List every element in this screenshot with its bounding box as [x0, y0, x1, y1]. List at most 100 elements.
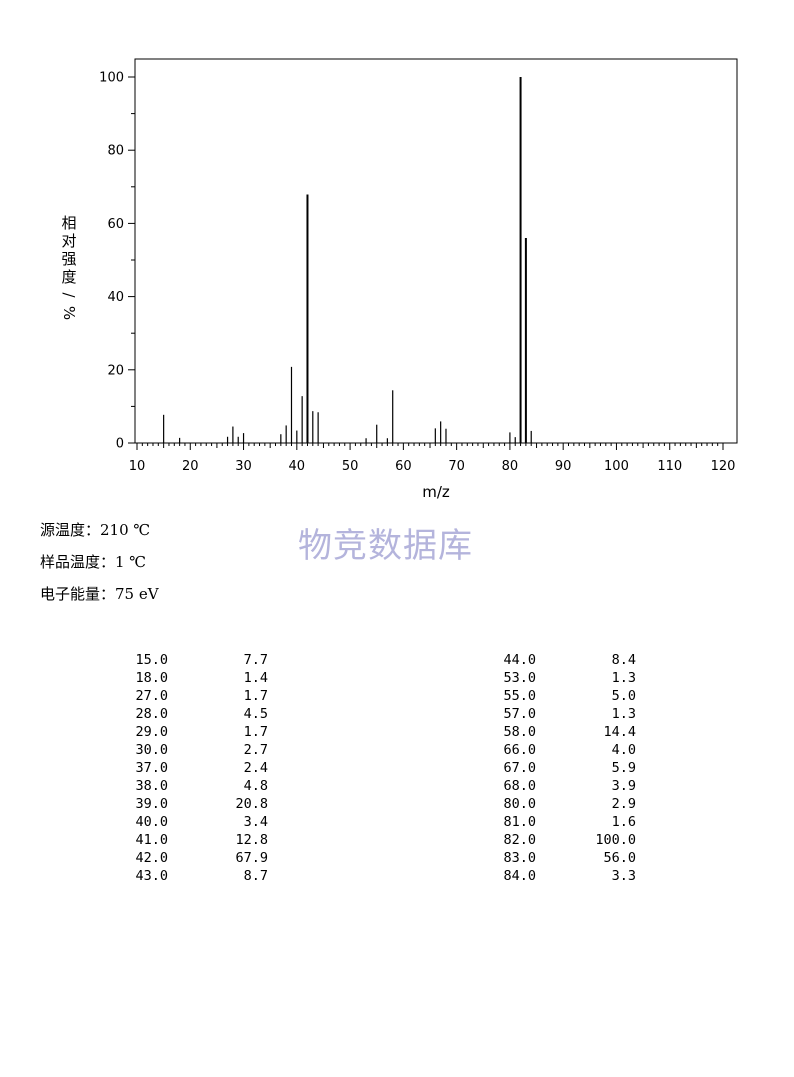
plot-frame — [134, 58, 738, 444]
x-axis-label: m/z — [422, 483, 450, 501]
peak-mz: 27.0 — [135, 688, 168, 704]
peak-mz: 68.0 — [503, 778, 536, 794]
peak-row: 66.0 4.0 — [486, 741, 636, 759]
peak-row: 82.0 100.0 — [486, 831, 636, 849]
peak-mz: 37.0 — [135, 760, 168, 776]
peak-intensity: 1.6 — [611, 814, 636, 830]
sample-temperature: 样品温度：1 ℃ — [40, 553, 147, 571]
peak-mz: 43.0 — [135, 868, 168, 884]
peak-intensity: 8.4 — [611, 652, 636, 668]
peak-mz: 81.0 — [503, 814, 536, 830]
peak-mz: 84.0 — [503, 868, 536, 884]
x-tick-label: 60 — [395, 459, 412, 474]
peak-intensity: 2.4 — [243, 760, 268, 776]
x-tick-label: 50 — [342, 459, 359, 474]
y-axis-label-char: 度 — [61, 268, 76, 286]
peak-row: 81.0 1.6 — [486, 813, 636, 831]
peak-row: 38.0 4.8 — [118, 777, 268, 795]
peak-intensity: 56.0 — [603, 850, 636, 866]
peak-mz: 55.0 — [503, 688, 536, 704]
peak-row: 55.0 5.0 — [486, 687, 636, 705]
y-tick-label: 20 — [107, 363, 124, 378]
peak-row: 44.0 8.4 — [486, 651, 636, 669]
peak-mz: 57.0 — [503, 706, 536, 722]
x-tick-label: 120 — [711, 459, 736, 474]
peak-intensity: 1.7 — [243, 724, 268, 740]
x-tick-label: 90 — [555, 459, 572, 474]
peak-row: 68.0 3.9 — [486, 777, 636, 795]
peak-mz: 18.0 — [135, 670, 168, 686]
x-tick-label: 70 — [448, 459, 465, 474]
peak-intensity: 20.8 — [235, 796, 268, 812]
peak-row: 83.0 56.0 — [486, 849, 636, 867]
peak-mz: 42.0 — [135, 850, 168, 866]
peak-mz: 40.0 — [135, 814, 168, 830]
spectrum-bars — [163, 77, 532, 443]
peak-row: 39.0 20.8 — [118, 795, 268, 813]
x-tick-label: 100 — [604, 459, 629, 474]
peak-mz: 58.0 — [503, 724, 536, 740]
x-tick-label: 30 — [235, 459, 252, 474]
y-tick-label: 60 — [107, 217, 124, 232]
y-tick-label: 100 — [99, 71, 124, 86]
peak-row: 15.0 7.7 — [118, 651, 268, 669]
x-tick-label: 10 — [129, 459, 146, 474]
peak-mz: 66.0 — [503, 742, 536, 758]
peak-row: 84.0 3.3 — [486, 867, 636, 885]
y-tick-label: 40 — [107, 290, 124, 305]
y-axis-ticks: 0 20 40 60 80 100 — [99, 71, 135, 452]
x-tick-label: 40 — [289, 459, 306, 474]
y-tick-label: 0 — [116, 437, 124, 452]
y-axis-label-char: 强 — [61, 250, 76, 268]
peak-intensity: 1.3 — [611, 706, 636, 722]
x-tick-label: 20 — [182, 459, 199, 474]
peak-intensity: 14.4 — [603, 724, 636, 740]
peak-row: 80.0 2.9 — [486, 795, 636, 813]
peak-mz: 28.0 — [135, 706, 168, 722]
peak-mz: 53.0 — [503, 670, 536, 686]
peak-row: 67.0 5.9 — [486, 759, 636, 777]
peak-mz: 83.0 — [503, 850, 536, 866]
peak-intensity: 7.7 — [243, 652, 268, 668]
x-axis-ticks: 10 20 30 40 50 60 70 80 90 100 110 120 — [129, 443, 736, 474]
peak-row: 27.0 1.7 — [118, 687, 268, 705]
peak-mz: 67.0 — [503, 760, 536, 776]
peak-intensity: 5.9 — [611, 760, 636, 776]
peak-row: 58.0 14.4 — [486, 723, 636, 741]
peak-intensity: 12.8 — [235, 832, 268, 848]
peak-intensity: 2.9 — [611, 796, 636, 812]
peak-row: 29.0 1.7 — [118, 723, 268, 741]
peak-mz: 82.0 — [503, 832, 536, 848]
x-tick-label: 110 — [657, 459, 682, 474]
electron-energy: 电子能量：75 eV — [40, 585, 159, 603]
peak-row: 40.0 3.4 — [118, 813, 268, 831]
peak-mz: 38.0 — [135, 778, 168, 794]
peak-row: 42.0 67.9 — [118, 849, 268, 867]
x-tick-label: 80 — [502, 459, 519, 474]
peak-intensity: 4.0 — [611, 742, 636, 758]
peak-mz: 30.0 — [135, 742, 168, 758]
peak-row: 18.0 1.4 — [118, 669, 268, 687]
y-axis-label-char: % — [60, 306, 78, 320]
source-temperature: 源温度：210 ℃ — [40, 521, 151, 539]
peak-row: 30.0 2.7 — [118, 741, 268, 759]
peak-intensity: 100.0 — [595, 832, 636, 848]
peak-mz: 15.0 — [135, 652, 168, 668]
peak-intensity: 3.9 — [611, 778, 636, 794]
peak-intensity: 1.3 — [611, 670, 636, 686]
peak-table-left: 15.0 7.7 18.0 1.4 27.0 1.7 28.0 4.5 29.0 1.7 30.0 2… — [118, 651, 268, 885]
y-axis-label-char: / — [60, 292, 78, 298]
peak-row: 37.0 2.4 — [118, 759, 268, 777]
peak-table-right: 44.0 8.4 53.0 1.3 55.0 5.0 57.0 1.3 58.0 14.4 66.0… — [486, 651, 636, 885]
peak-intensity: 1.4 — [243, 670, 268, 686]
y-tick-label: 80 — [107, 144, 124, 159]
peak-intensity: 2.7 — [243, 742, 268, 758]
peak-intensity: 67.9 — [235, 850, 268, 866]
peak-intensity: 1.7 — [243, 688, 268, 704]
peak-mz: 41.0 — [135, 832, 168, 848]
peak-intensity: 4.5 — [243, 706, 268, 722]
peak-mz: 44.0 — [503, 652, 536, 668]
peak-row: 43.0 8.7 — [118, 867, 268, 885]
peak-row: 28.0 4.5 — [118, 705, 268, 723]
